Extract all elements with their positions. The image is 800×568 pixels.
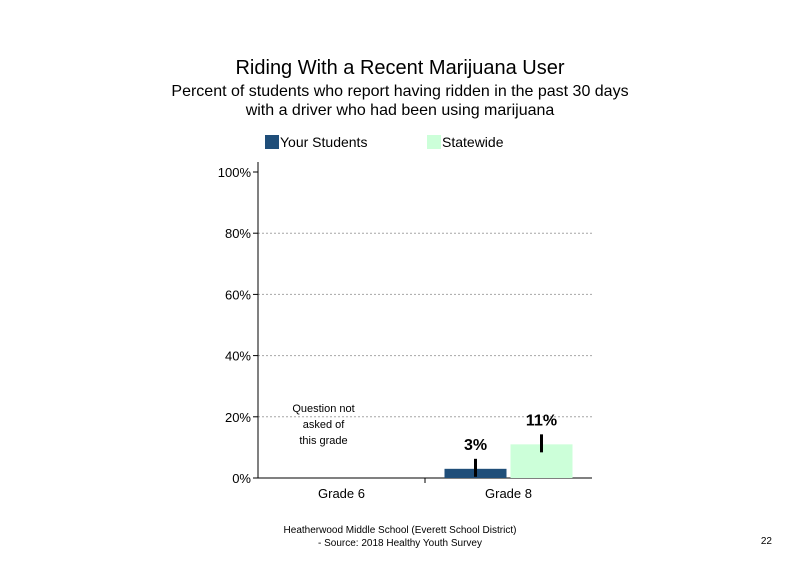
chart-title: Riding With a Recent Marijuana User [235,57,565,79]
legend-swatch [265,135,279,149]
subtitle-line-2: with a driver who had been using marijua… [245,102,555,119]
page-number: 22 [760,536,772,547]
data-label: 11% [526,412,557,429]
grade-6-note: this grade [299,435,347,447]
grade-6-note: asked of [303,419,346,431]
y-tick-label: 60% [225,287,251,302]
y-tick-label: 100% [218,165,252,180]
x-tick-label: Grade 8 [485,486,532,501]
y-tick-label: 0% [232,471,251,486]
footer-line-2: - Source: 2018 Healthy Youth Survey [318,538,482,549]
y-tick-label: 40% [225,349,251,364]
footer-source: Heatherwood Middle School (Everett Schoo… [200,524,600,550]
data-label: 3% [464,437,487,454]
legend-label: Statewide [442,134,504,150]
legend-label: Your Students [280,134,367,150]
y-tick-label: 20% [225,410,251,425]
y-tick-label: 80% [225,226,251,241]
footer-line-1: Heatherwood Middle School (Everett Schoo… [283,525,517,536]
grade-6-note: Question not [292,403,354,415]
legend-swatch [427,135,441,149]
subtitle-line-1: Percent of students who report having ri… [171,83,629,100]
chart-subtitle: Percent of students who report having ri… [0,82,800,120]
x-tick-label: Grade 6 [318,486,365,501]
